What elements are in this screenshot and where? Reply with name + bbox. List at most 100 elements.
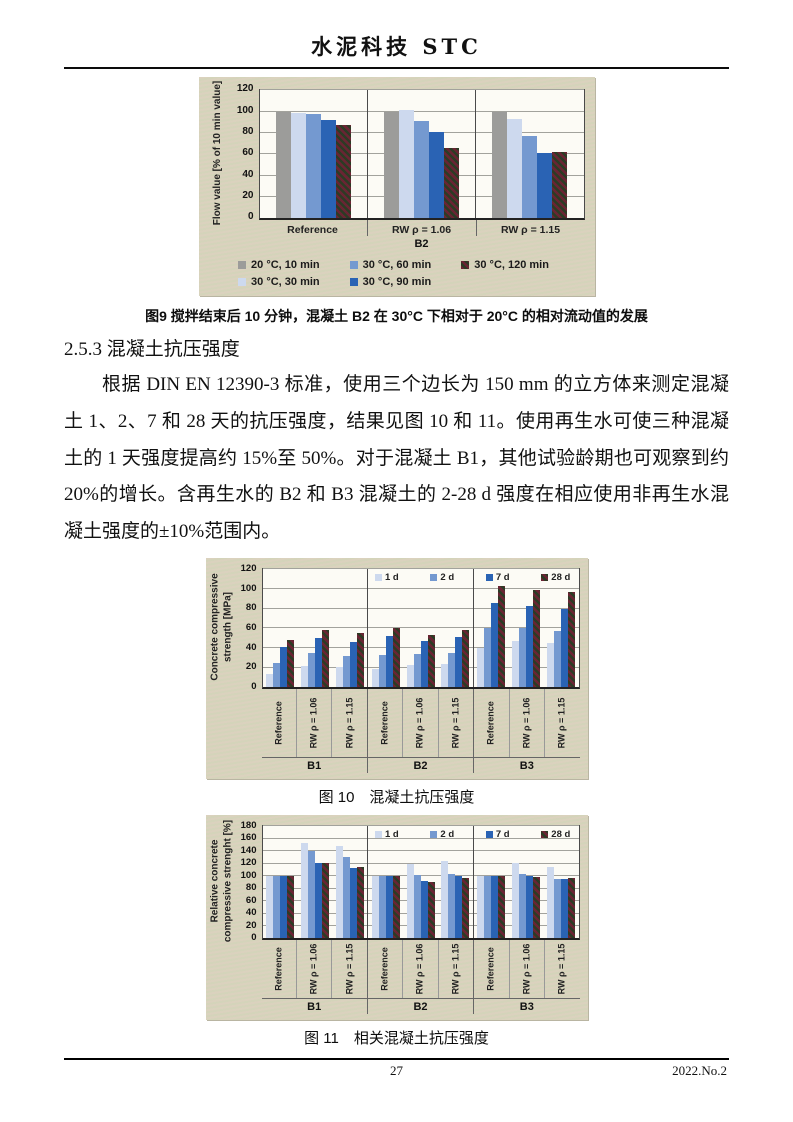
gridline [262, 850, 579, 852]
y-tick-label: 80 [245, 602, 257, 614]
bar [300, 665, 308, 688]
group-label: B2 [366, 758, 473, 774]
bar [427, 635, 435, 688]
bar-group-panel [367, 826, 473, 939]
page-number: 27 [390, 1063, 403, 1078]
page-content: 水泥科技 STC Flow value [% of 10 min value] 0… [64, 0, 729, 1048]
category-cell [474, 826, 509, 939]
bar [371, 876, 379, 939]
category-cell [476, 90, 583, 219]
legend-label: 30 °C, 90 min [362, 276, 432, 289]
category-cell [438, 569, 473, 688]
legend-label: 7 d [495, 572, 510, 584]
plot-wrap: 1 d 2 d 7 d 28 d Reference RW ρ = 1.06 RW ρ = … [261, 568, 580, 774]
bar [477, 876, 485, 939]
x-category-label: Reference [273, 947, 284, 992]
legend-label: 30 °C, 30 min [251, 276, 320, 289]
y-axis-label-text: Concrete compressive strength [MPa] [209, 574, 234, 681]
bar [547, 866, 555, 939]
x-category-label: Reference [273, 701, 284, 746]
legend-marker [485, 574, 493, 582]
category-cell [263, 569, 298, 688]
gridline [262, 837, 579, 839]
chart-row: Relative concrete compressive strenght [%… [208, 820, 580, 1015]
x-category-cell: Reference [368, 689, 402, 757]
bar [383, 111, 399, 219]
x-category-label: RW ρ = 1.15 [556, 698, 567, 749]
x-category-label: RW ρ = 1.06 [308, 944, 319, 995]
x-label-panel: Reference RW ρ = 1.06 RW ρ = 1.15 [366, 689, 473, 758]
legend-item: 1 d [374, 572, 399, 583]
x-category-label: RW ρ = 1.15 [500, 224, 561, 237]
journal-title: 水泥科技 STC [311, 34, 482, 59]
bar [385, 636, 393, 688]
category-cell [544, 569, 579, 688]
gridline [262, 568, 579, 570]
y-axis-label: Concrete compressive strength [MPa] [208, 568, 236, 686]
bar-group-panel [472, 569, 579, 688]
y-tick-label: 80 [242, 125, 254, 137]
x-category-cell: RW ρ = 1.15 [437, 689, 473, 758]
legend-item: 30 °C, 120 min [461, 259, 549, 271]
bar [498, 586, 506, 688]
category-cell [544, 826, 579, 939]
bar [420, 641, 428, 688]
group-label: B1 [307, 1001, 322, 1014]
legend-label: 30 °C, 60 min [362, 259, 432, 272]
y-axis-ticks: 0 20 40 60 80 100 120 [233, 84, 259, 222]
bar [265, 876, 273, 939]
bar-group-panel [263, 569, 368, 688]
legend-item: 30 °C, 90 min [349, 276, 432, 289]
y-axis-ticks: 0 20 40 60 80 100 120 [236, 564, 262, 691]
bar [519, 628, 527, 688]
y-tick-label: 80 [245, 881, 257, 893]
legend-label: 28 d [551, 829, 571, 841]
legend-marker [541, 831, 549, 839]
bar [477, 648, 485, 688]
bar [428, 131, 444, 219]
x-category-label: RW ρ = 1.06 [521, 944, 532, 995]
bar [561, 608, 569, 688]
bar [272, 662, 280, 688]
x-category-label: RW ρ = 1.15 [450, 944, 461, 995]
y-tick-label: 60 [245, 621, 257, 633]
x-category-label: RW ρ = 1.06 [414, 944, 425, 995]
bar [314, 638, 322, 688]
bar [320, 120, 336, 219]
bar [275, 111, 291, 219]
x-label-panel: RW ρ = 1.15 [475, 220, 585, 237]
x-label-panel: Reference RW ρ = 1.06 RW ρ = 1.15 [262, 940, 367, 999]
bar [406, 864, 414, 939]
x-category-cell: Reference [474, 689, 508, 757]
bar [522, 136, 538, 219]
bar [307, 851, 315, 939]
gridline [262, 825, 579, 827]
y-tick-label: 0 [247, 211, 254, 223]
gridline [259, 110, 584, 112]
footer-rule: 27 2022.No.2 [64, 1058, 729, 1085]
bar [385, 876, 393, 939]
group-label: B2 [366, 999, 473, 1015]
category-cell [332, 569, 367, 688]
plot-wrap: Reference RW ρ = 1.06 RW ρ = 1.15 B2 [258, 89, 585, 250]
bar [286, 640, 294, 688]
y-tick-label: 120 [240, 857, 257, 869]
bar [484, 876, 492, 939]
x-category-label: RW ρ = 1.06 [414, 698, 425, 749]
bar [547, 643, 555, 688]
bar [290, 112, 306, 219]
x-label-panel: Reference RW ρ = 1.06 RW ρ = 1.15 [262, 689, 367, 758]
x-category-label: RW ρ = 1.15 [450, 698, 461, 749]
y-axis-label-text: Flow value [% of 10 min value] [211, 81, 224, 225]
panels [263, 569, 579, 688]
legend-label: 30 °C, 120 min [474, 259, 549, 272]
y-tick-label: 100 [240, 582, 257, 594]
y-tick-label: 40 [242, 168, 254, 180]
legend-item: 7 d [485, 829, 510, 840]
category-cell [297, 569, 332, 688]
bar [413, 875, 421, 939]
y-tick-label: 100 [236, 104, 254, 116]
category-cell [260, 90, 367, 219]
bar [441, 663, 449, 688]
y-axis-label-line: strength [MPa] [221, 592, 233, 663]
